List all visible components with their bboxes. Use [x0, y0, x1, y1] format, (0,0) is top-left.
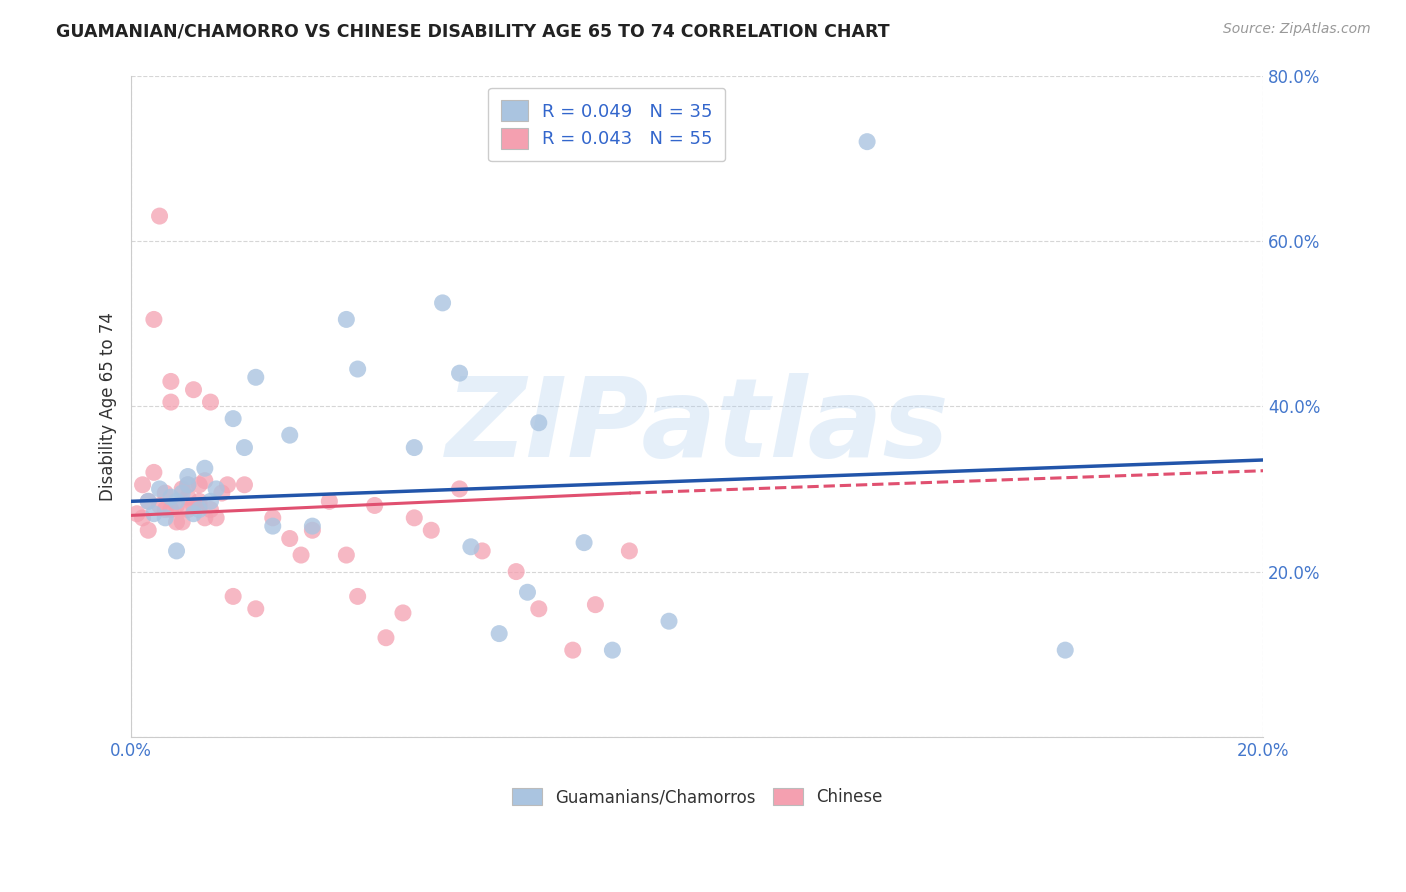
- Point: [200, 494, 222, 508]
- Point: [142, 312, 165, 326]
- Point: [166, 515, 188, 529]
- Point: [233, 441, 256, 455]
- Text: Source: ZipAtlas.com: Source: ZipAtlas.com: [1223, 22, 1371, 37]
- Point: [183, 499, 205, 513]
- Point: [1054, 643, 1077, 657]
- Point: [142, 466, 165, 480]
- Point: [278, 532, 301, 546]
- Point: [177, 469, 200, 483]
- Point: [125, 507, 148, 521]
- Point: [335, 548, 357, 562]
- Point: [142, 507, 165, 521]
- Point: [233, 477, 256, 491]
- Point: [278, 428, 301, 442]
- Point: [183, 383, 205, 397]
- Point: [131, 511, 153, 525]
- Point: [572, 535, 595, 549]
- Point: [172, 515, 194, 529]
- Point: [211, 486, 233, 500]
- Point: [166, 494, 188, 508]
- Point: [205, 511, 228, 525]
- Point: [136, 494, 159, 508]
- Point: [200, 395, 222, 409]
- Point: [449, 482, 471, 496]
- Point: [155, 511, 177, 525]
- Point: [262, 511, 284, 525]
- Point: [335, 312, 357, 326]
- Point: [432, 296, 454, 310]
- Point: [148, 499, 170, 513]
- Point: [527, 602, 550, 616]
- Point: [155, 502, 177, 516]
- Point: [404, 441, 426, 455]
- Point: [404, 511, 426, 525]
- Point: [222, 411, 245, 425]
- Point: [375, 631, 398, 645]
- Point: [318, 494, 340, 508]
- Y-axis label: Disability Age 65 to 74: Disability Age 65 to 74: [100, 312, 117, 500]
- Point: [217, 477, 239, 491]
- Point: [155, 486, 177, 500]
- Point: [136, 494, 159, 508]
- Point: [245, 602, 267, 616]
- Point: [856, 135, 879, 149]
- Text: GUAMANIAN/CHAMORRO VS CHINESE DISABILITY AGE 65 TO 74 CORRELATION CHART: GUAMANIAN/CHAMORRO VS CHINESE DISABILITY…: [56, 22, 890, 40]
- Point: [166, 544, 188, 558]
- Point: [516, 585, 538, 599]
- Point: [188, 477, 211, 491]
- Point: [488, 626, 510, 640]
- Point: [136, 523, 159, 537]
- Point: [160, 502, 183, 516]
- Point: [583, 598, 606, 612]
- Point: [392, 606, 415, 620]
- Point: [177, 477, 200, 491]
- Point: [301, 519, 323, 533]
- Point: [160, 375, 183, 389]
- Point: [602, 643, 624, 657]
- Point: [194, 474, 217, 488]
- Point: [301, 523, 323, 537]
- Point: [505, 565, 527, 579]
- Point: [658, 614, 681, 628]
- Point: [471, 544, 494, 558]
- Point: [194, 461, 217, 475]
- Point: [131, 477, 153, 491]
- Point: [183, 507, 205, 521]
- Point: [172, 486, 194, 500]
- Point: [177, 477, 200, 491]
- Point: [561, 643, 583, 657]
- Point: [188, 494, 211, 508]
- Point: [449, 366, 471, 380]
- Text: ZIPatlas: ZIPatlas: [446, 373, 949, 480]
- Point: [160, 490, 183, 504]
- Point: [619, 544, 641, 558]
- Point: [188, 502, 211, 516]
- Point: [172, 482, 194, 496]
- Point: [245, 370, 267, 384]
- Point: [194, 511, 217, 525]
- Point: [148, 209, 170, 223]
- Point: [177, 490, 200, 504]
- Point: [290, 548, 312, 562]
- Point: [188, 499, 211, 513]
- Point: [166, 499, 188, 513]
- Point: [222, 590, 245, 604]
- Point: [346, 362, 368, 376]
- Point: [460, 540, 482, 554]
- Point: [527, 416, 550, 430]
- Point: [205, 482, 228, 496]
- Point: [262, 519, 284, 533]
- Point: [177, 502, 200, 516]
- Point: [346, 590, 368, 604]
- Legend: Guamanians/Chamorros, Chinese: Guamanians/Chamorros, Chinese: [506, 781, 889, 814]
- Point: [200, 502, 222, 516]
- Point: [148, 482, 170, 496]
- Point: [160, 395, 183, 409]
- Point: [420, 523, 443, 537]
- Point: [363, 499, 385, 513]
